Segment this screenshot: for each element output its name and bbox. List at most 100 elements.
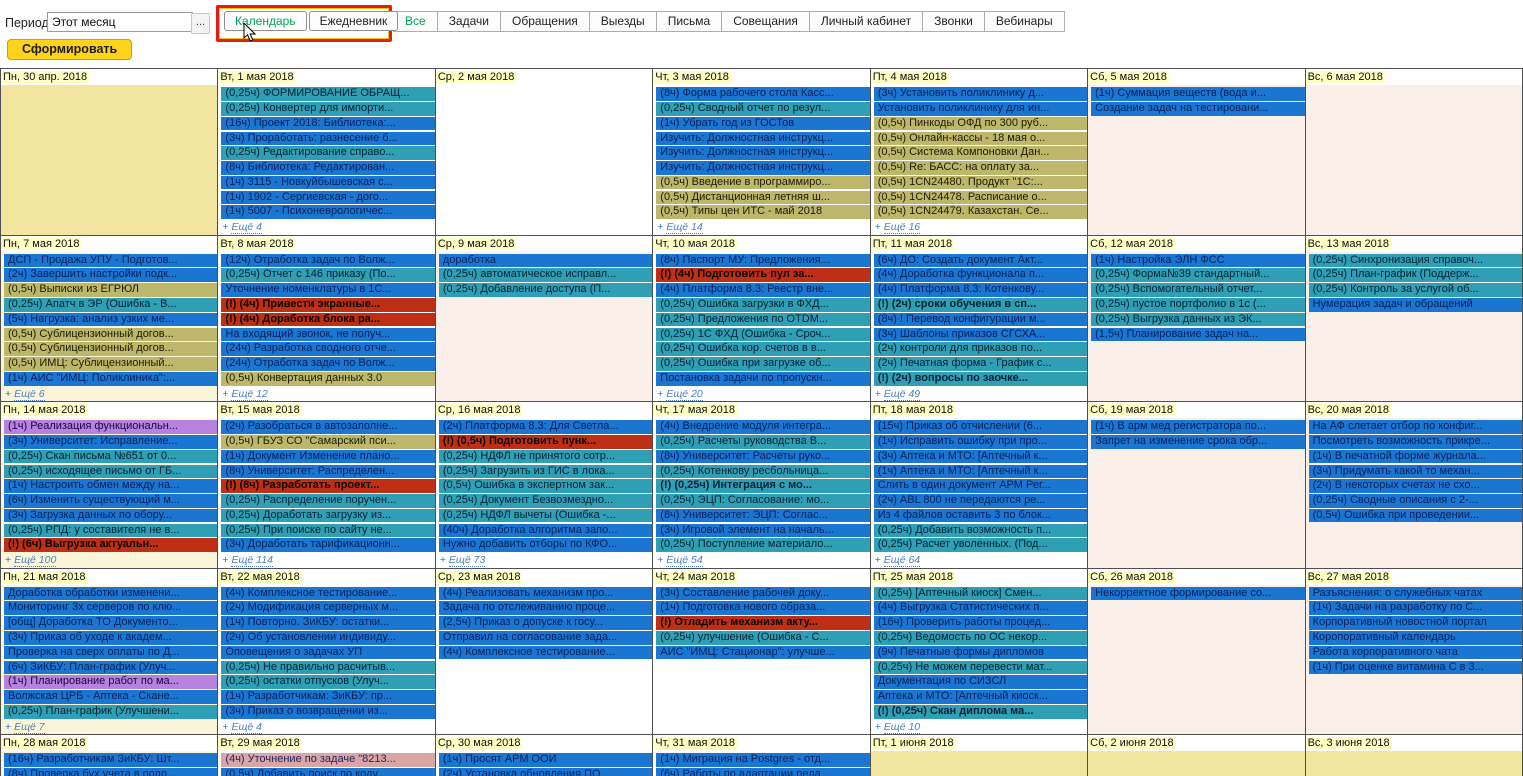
calendar-task[interactable]: (8ч) Библиотека: Редактирован... <box>221 161 435 175</box>
calendar-task[interactable]: (0,25ч) Ошибка при загрузке об... <box>656 357 870 371</box>
more-link[interactable]: + Ещё 4 <box>222 720 434 734</box>
calendar-task[interactable]: (1ч) Убрать год из ГОСТов <box>656 116 870 131</box>
calendar-task[interactable]: (15ч) Приказ об отчислении (6... <box>873 420 1088 434</box>
calendar-task[interactable]: (0,5ч) Онлайн-кассы - 18 мая о... <box>873 131 1088 146</box>
calendar-task[interactable]: (!) (0,5ч) Подготовить пунк... <box>438 434 653 449</box>
calendar-task[interactable]: (2ч) Установка обновления ПО... <box>438 767 653 776</box>
calendar-task[interactable]: (2ч) Разобраться в автозаполне... <box>221 420 435 434</box>
calendar-task[interactable]: (5ч) Нагрузка: анализ узких ме... <box>4 312 218 327</box>
calendar-task[interactable]: (3ч) Игровой элемент на началь... <box>656 523 870 538</box>
calendar-task[interactable]: (0,25ч) Не можем перевести мат... <box>873 660 1088 675</box>
calendar-task[interactable]: На входящий звонок, не получ... <box>221 327 435 342</box>
tab-все[interactable]: Все <box>393 11 438 32</box>
calendar-task[interactable]: (40ч) Доработка алгоритма запо... <box>438 523 653 538</box>
calendar-task[interactable]: Изучить: Должностная инструкц... <box>656 131 870 146</box>
calendar-task[interactable]: (2ч) Платформа 8.3: Для Светла... <box>438 420 653 434</box>
calendar-task[interactable]: (4ч) Внедрение модуля интегра... <box>656 420 870 434</box>
calendar-task[interactable]: (0,25ч) Расчет уволенных. (Под... <box>873 538 1088 553</box>
calendar-task[interactable]: (0,5ч) ГБУЗ СО "Самарский пси... <box>221 434 435 449</box>
calendar-task[interactable]: [общ] Доработка ТО Документо... <box>4 616 218 630</box>
calendar-task[interactable]: (0,25ч) Котенкову ресбольница... <box>656 464 870 479</box>
tab-личный-кабинет[interactable]: Личный кабинет <box>808 11 924 32</box>
calendar-task[interactable]: (0,25ч) Конвертер для импорти... <box>221 101 435 116</box>
calendar-task[interactable]: (2ч) контроли для приказов по... <box>873 342 1088 356</box>
calendar-task[interactable]: (1ч) В арм мед регистратора по... <box>1091 420 1305 434</box>
calendar-task[interactable]: Запрет на изменение срока обр... <box>1091 434 1305 449</box>
calendar-task[interactable]: (24ч) Разработка сводного отче... <box>221 342 435 356</box>
period-input[interactable] <box>47 12 193 32</box>
more-link[interactable]: + Ещё 100 <box>5 554 217 568</box>
calendar-task[interactable]: (0,5ч) Добавить поиск по коду... <box>221 767 435 776</box>
calendar-task[interactable]: Изучить: Должностная инструкц... <box>656 146 870 160</box>
calendar-task[interactable]: (!) Отладить механизм акту... <box>656 616 870 630</box>
calendar-task[interactable]: (0,25ч) Редактирование справо... <box>221 146 435 160</box>
calendar-task[interactable]: (1ч) 3115 - Новкуйбышевская с... <box>221 175 435 190</box>
calendar-task[interactable]: (0,5ч) Сублицензионный догов... <box>4 327 218 342</box>
calendar-task[interactable]: Некорректное формирование со... <box>1091 586 1305 601</box>
calendar-task[interactable]: (8ч) Университет: ЭЦП: Соглас... <box>656 508 870 523</box>
calendar-task[interactable]: (1ч) В печатной форме журнала... <box>1308 449 1522 464</box>
calendar-task[interactable]: (0,25ч) Вспомогательный отчет... <box>1091 283 1305 297</box>
generate-button[interactable]: Сформировать <box>7 39 133 60</box>
calendar-task[interactable]: (1ч) Суммация веществ (вода и... <box>1091 87 1305 101</box>
calendar-task[interactable]: (0,25ч) исходящее письмо от ГБ... <box>4 464 218 479</box>
calendar-task[interactable]: Из 4 файлов оставить 3 по блок... <box>873 508 1088 523</box>
calendar-task[interactable]: (8ч) Университет: Расчеты руко... <box>656 449 870 464</box>
calendar-task[interactable]: Работа корпоративного чата <box>1308 645 1522 660</box>
calendar-task[interactable]: (0,25ч) Сводный отчет по резул... <box>656 101 870 116</box>
calendar-task[interactable]: (0,25ч) При поиске по сайту не... <box>221 523 435 538</box>
calendar-task[interactable]: (!) (4ч) Подготовить пул за... <box>656 268 870 283</box>
calendar-task[interactable]: (0,25ч) План-график (Улучшени... <box>4 704 218 719</box>
more-link[interactable]: + Ещё 12 <box>222 387 434 401</box>
view-button-daily[interactable]: Ежедневник <box>308 11 399 31</box>
calendar-task[interactable]: (0,5ч) Система Компоновки Дан... <box>873 146 1088 160</box>
calendar-task[interactable]: Доработка обработки изменени... <box>4 586 218 601</box>
calendar-task[interactable]: (1,5ч) Планирование задач на... <box>1091 327 1305 342</box>
calendar-task[interactable]: (0,5ч) Ошибка при проведении... <box>1308 508 1522 523</box>
calendar-task[interactable]: (2ч) Завершить настройки подк... <box>4 268 218 283</box>
more-link[interactable]: + Ещё 14 <box>657 221 869 235</box>
calendar-task[interactable]: (0,5ч) ИМЦ: Сублицензионный... <box>4 357 218 371</box>
calendar-task[interactable]: (2ч) ABL 800 не передаются ре... <box>873 494 1088 508</box>
calendar-task[interactable]: Оповещения о задачах УП <box>221 645 435 660</box>
calendar-task[interactable]: (4ч) Комплексное тестирование... <box>438 645 653 660</box>
calendar-task[interactable]: (1ч) 5007 - Психоневрологичес... <box>221 205 435 220</box>
calendar-task[interactable]: (0,25ч) Загрузить из ГИС в лока... <box>438 464 653 479</box>
calendar-task[interactable]: (0,25ч) Отчет с 146 приказу (По... <box>221 268 435 283</box>
calendar-task[interactable]: (1ч) Планирование работ по ма... <box>4 675 218 689</box>
calendar-task[interactable]: (0,25ч) Добавление доступа (П... <box>438 283 653 297</box>
more-link[interactable]: + Ещё 20 <box>657 387 869 401</box>
calendar-task[interactable]: доработка <box>438 253 653 268</box>
calendar-task[interactable]: (1ч) Миграция на Postgres - отд... <box>656 753 870 767</box>
calendar-task[interactable]: (0,25ч) Распределение поручен... <box>221 494 435 508</box>
calendar-task[interactable]: (0,5ч) Сублицензионный догов... <box>4 342 218 356</box>
calendar-task[interactable]: (0,25ч) Расчеты руководства В... <box>656 434 870 449</box>
tab-звонки[interactable]: Звонки <box>922 11 985 32</box>
calendar-task[interactable]: (!) (4ч) Привести экранные... <box>221 298 435 312</box>
calendar-task[interactable]: (!) (8ч) Разработать проект... <box>221 479 435 493</box>
calendar-task[interactable]: (4ч) Доработка функционала п... <box>873 268 1088 283</box>
calendar-task[interactable]: (0,25ч) Не правильно расчитыв... <box>221 660 435 675</box>
calendar-task[interactable]: Нужно добавить отборы по КФО... <box>438 538 653 553</box>
calendar-task[interactable]: (0,5ч) Типы цен ИТС - май 2018 <box>656 205 870 220</box>
calendar-task[interactable]: (0,25ч) Сводные описания с 2-... <box>1308 494 1522 508</box>
calendar-task[interactable]: (!) (6ч) Выгрузка актуальн... <box>4 538 218 553</box>
calendar-task[interactable]: (3ч) Приказ об уходе к академ... <box>4 631 218 645</box>
calendar-task[interactable]: (3ч) Аптека и МТО: [Аптечный к... <box>873 449 1088 464</box>
calendar-task[interactable]: (0,5ч) 1CN24480. Продукт "1С:... <box>873 175 1088 190</box>
calendar-task[interactable]: (1ч) Исправить ошибку при про... <box>873 434 1088 449</box>
calendar-task[interactable]: (0,5ч) Пинкоды ОФД по 300 руб... <box>873 116 1088 131</box>
calendar-task[interactable]: (0,5ч) Ошибка в экспертном зак... <box>438 479 653 493</box>
calendar-task[interactable]: Задача по отслеживанию проце... <box>438 601 653 616</box>
calendar-task[interactable]: Слить в один документ АРМ Рег... <box>873 479 1088 493</box>
calendar-task[interactable]: (1ч) 1902 - Сергиевская - дого... <box>221 190 435 205</box>
calendar-task[interactable]: (1ч) Задачи на разработку по С... <box>1308 601 1522 616</box>
calendar-task[interactable]: (0,25ч) ФОРМИРОВАНИЕ ОБРАЩ... <box>221 87 435 101</box>
calendar-task[interactable]: (1ч) Аптека и МТО: [Аптечный к... <box>873 464 1088 479</box>
calendar-task[interactable]: (1ч) Подготовка нового образа... <box>656 601 870 616</box>
calendar-task[interactable]: (0,25ч) РПД: у составителя не в... <box>4 523 218 538</box>
more-link[interactable]: + Ещё 7 <box>5 720 217 734</box>
calendar-task[interactable]: (0,25ч) Ошибка кор. счетов в в... <box>656 342 870 356</box>
calendar-task[interactable]: (3ч) Университет: Исправление... <box>4 434 218 449</box>
calendar-task[interactable]: (16ч) Проект 2018: Библиотека:... <box>221 116 435 131</box>
